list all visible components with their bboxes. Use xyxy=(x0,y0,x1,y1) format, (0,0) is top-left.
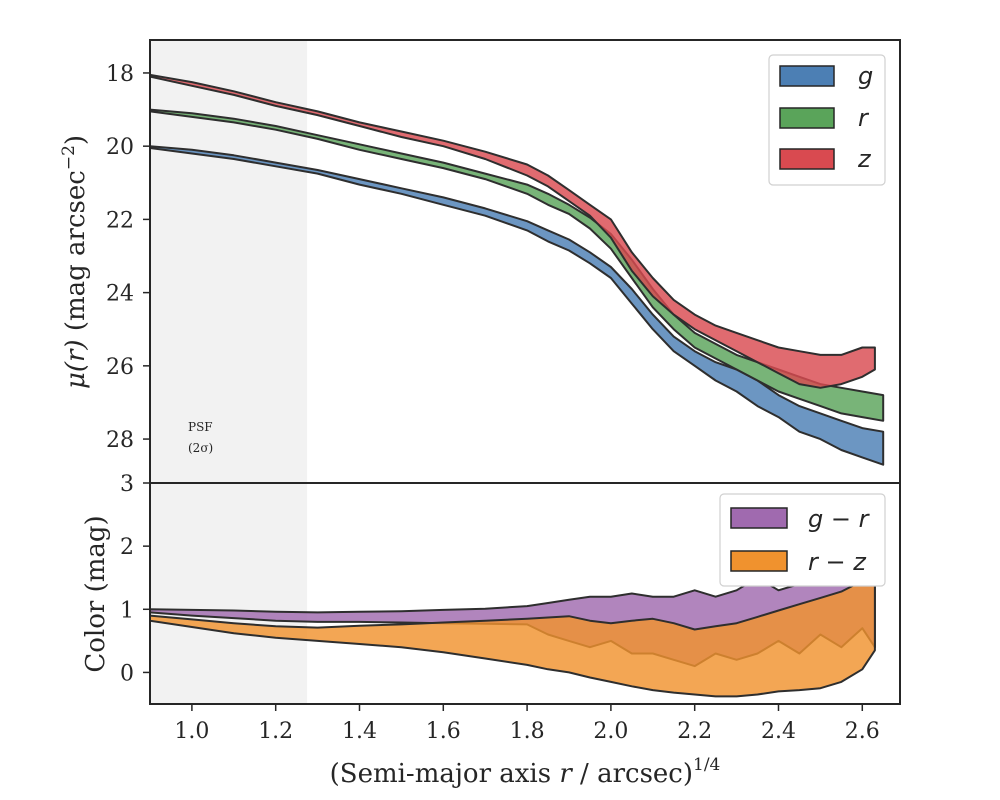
band-rz xyxy=(150,548,876,698)
y-title-mu: μ(r) xyxy=(61,339,91,389)
x-tick-label: 1.2 xyxy=(258,719,293,744)
bottom-y-tick-label: 2 xyxy=(120,535,134,560)
legend-swatch-r-z xyxy=(730,550,788,572)
top-y-tick-label: 26 xyxy=(106,355,134,380)
top-y-tick-label: 20 xyxy=(106,135,134,160)
x-tick-label: 2.0 xyxy=(593,719,628,744)
x-axis-title: (Semi-major axis r / arcsec)1/4 xyxy=(330,755,721,789)
legend-swatch-r xyxy=(779,107,835,129)
top-y-tick-label: 24 xyxy=(106,282,134,307)
bottom-axes-frame xyxy=(149,482,901,705)
top-y-tick-label: 22 xyxy=(106,208,134,233)
x-tick-label: 2.4 xyxy=(761,719,796,744)
top-y-axis-title: μ(r) (mag arcsec−2) xyxy=(59,135,91,389)
legend-swatch-g xyxy=(779,65,835,87)
x-ticks: 1.0 1.2 1.4 1.6 1.8 2.0 2.2 2.4 2.6 xyxy=(174,704,880,744)
band-g xyxy=(150,145,885,466)
x-title-exponent: 1/4 xyxy=(693,755,720,775)
x-tick-label: 2.6 xyxy=(845,719,880,744)
psf-label-line1: PSF xyxy=(188,420,213,434)
legend-label-g: g xyxy=(858,62,873,90)
x-tick-label: 1.4 xyxy=(342,719,377,744)
x-tick-label: 1.0 xyxy=(174,719,209,744)
bottom-y-ticks: 0 1 2 3 xyxy=(120,472,150,686)
top-y-tick-label: 18 xyxy=(106,62,134,87)
x-title-main: (Semi-major axis xyxy=(330,759,560,789)
bottom-y-tick-label: 1 xyxy=(120,598,134,623)
bottom-y-axis-title: Color (mag) xyxy=(81,515,111,672)
x-title-r: r xyxy=(559,759,573,789)
legend-label-g-r: g − r xyxy=(808,505,871,533)
x-tick-label: 1.8 xyxy=(510,719,545,744)
top-y-ticks: 18 20 22 24 26 28 xyxy=(106,62,150,453)
band-z xyxy=(150,73,876,389)
bottom-y-tick-label: 3 xyxy=(120,472,134,497)
legend-label-r-z: r − z xyxy=(808,548,867,576)
legend-swatch-g-r xyxy=(730,507,788,529)
y-title-exponent: −2 xyxy=(59,145,79,170)
band-r xyxy=(150,108,885,422)
color-bands xyxy=(150,548,876,698)
x-tick-label: 1.6 xyxy=(426,719,461,744)
psf-region-bottom xyxy=(150,483,308,704)
bottom-legend: g − r r − z xyxy=(719,493,886,587)
legend-label-z: z xyxy=(857,145,872,173)
bottom-y-tick-label: 0 xyxy=(120,661,134,686)
top-legend: g r z xyxy=(768,54,886,186)
top-y-tick-label: 28 xyxy=(106,428,134,453)
legend-swatch-z xyxy=(779,148,835,170)
color-panel: 0 1 2 3 1.0 1.2 1.4 1.6 1.8 2.0 2.2 2.4 2.6 g − r r… xyxy=(81,472,901,789)
surface-brightness-bands xyxy=(150,73,885,466)
legend-label-r: r xyxy=(858,104,870,132)
y-title-unit: (mag arcsec xyxy=(61,170,91,339)
x-tick-label: 2.2 xyxy=(677,719,712,744)
y-title-close: ) xyxy=(61,135,91,145)
psf-label-line2: (2σ) xyxy=(188,441,213,455)
x-title-tail: / arcsec) xyxy=(572,759,693,789)
